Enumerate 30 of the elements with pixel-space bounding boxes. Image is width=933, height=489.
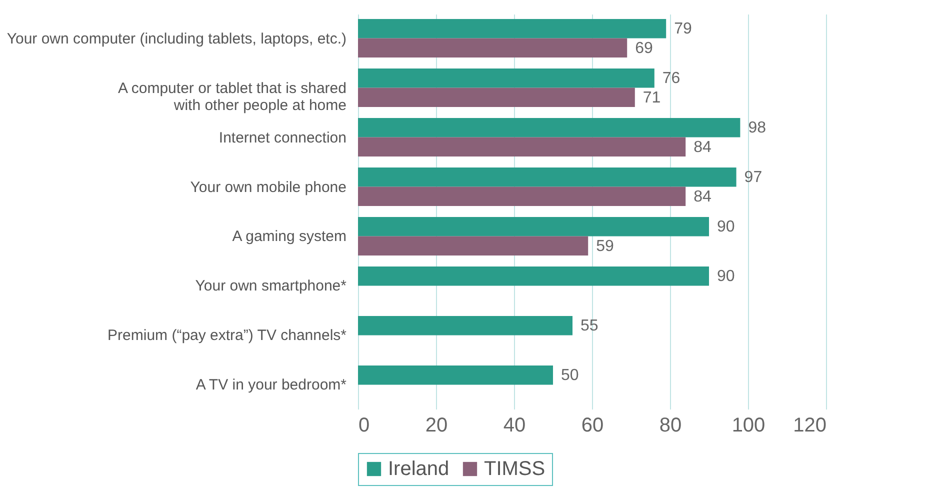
y-tick-label: A computer or tablet that is shared with other people at home (118, 80, 346, 114)
y-tick-label: A TV in your bedroom* (196, 376, 347, 394)
data-label: 90 (717, 268, 735, 286)
y-tick-label: Premium (“pay extra”) TV channels* (108, 327, 347, 344)
data-label: 84 (694, 138, 712, 156)
legend-label: TIMSS (484, 458, 546, 480)
x-tick-label: 80 (659, 414, 682, 436)
x-tick-label: 40 (503, 414, 526, 436)
x-tick-label: 100 (732, 414, 766, 436)
x-tick-label: 60 (581, 414, 604, 436)
y-tick-label: Your own computer (including tablets, laptops, etc.) (6, 30, 346, 48)
data-label: 55 (580, 318, 598, 335)
y-tick-label: Your own smartphone* (195, 278, 347, 295)
x-tick-label: 20 (425, 414, 448, 436)
data-label: 76 (662, 70, 680, 88)
data-label: 59 (596, 238, 614, 255)
legend-label: Ireland (388, 458, 450, 480)
y-tick-label: Internet connection (218, 129, 346, 146)
y-tick-label: Your own mobile phone (190, 178, 346, 196)
data-label: 71 (642, 89, 661, 106)
data-label: 84 (694, 188, 712, 206)
data-label: 79 (674, 20, 692, 38)
data-label: 90 (717, 218, 735, 236)
data-label: 69 (635, 40, 653, 57)
x-tick-label: 0 (358, 414, 370, 436)
x-tick-label: 120 (793, 414, 826, 436)
data-label: 97 (744, 169, 762, 186)
data-label: 98 (748, 120, 766, 137)
y-tick-label: A gaming system (232, 228, 346, 246)
data-label: 50 (561, 367, 579, 384)
